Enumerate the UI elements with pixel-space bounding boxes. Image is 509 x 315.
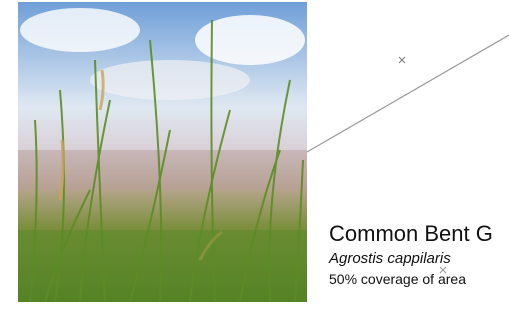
latin-name: Agrostis cappilaris	[329, 250, 451, 267]
page: {"card": {"name": "Common Bent G", "lati…	[0, 0, 509, 315]
drawing	[0, 0, 509, 315]
connector-line	[307, 35, 509, 152]
coverage-text: 50% coverage of area	[329, 271, 466, 287]
anchor-marker	[399, 57, 405, 63]
plant-name: Common Bent G	[329, 221, 493, 247]
grass-photo	[18, 2, 307, 302]
canvas: Common Bent G Agrostis cappilaris 50% co…	[0, 0, 509, 315]
